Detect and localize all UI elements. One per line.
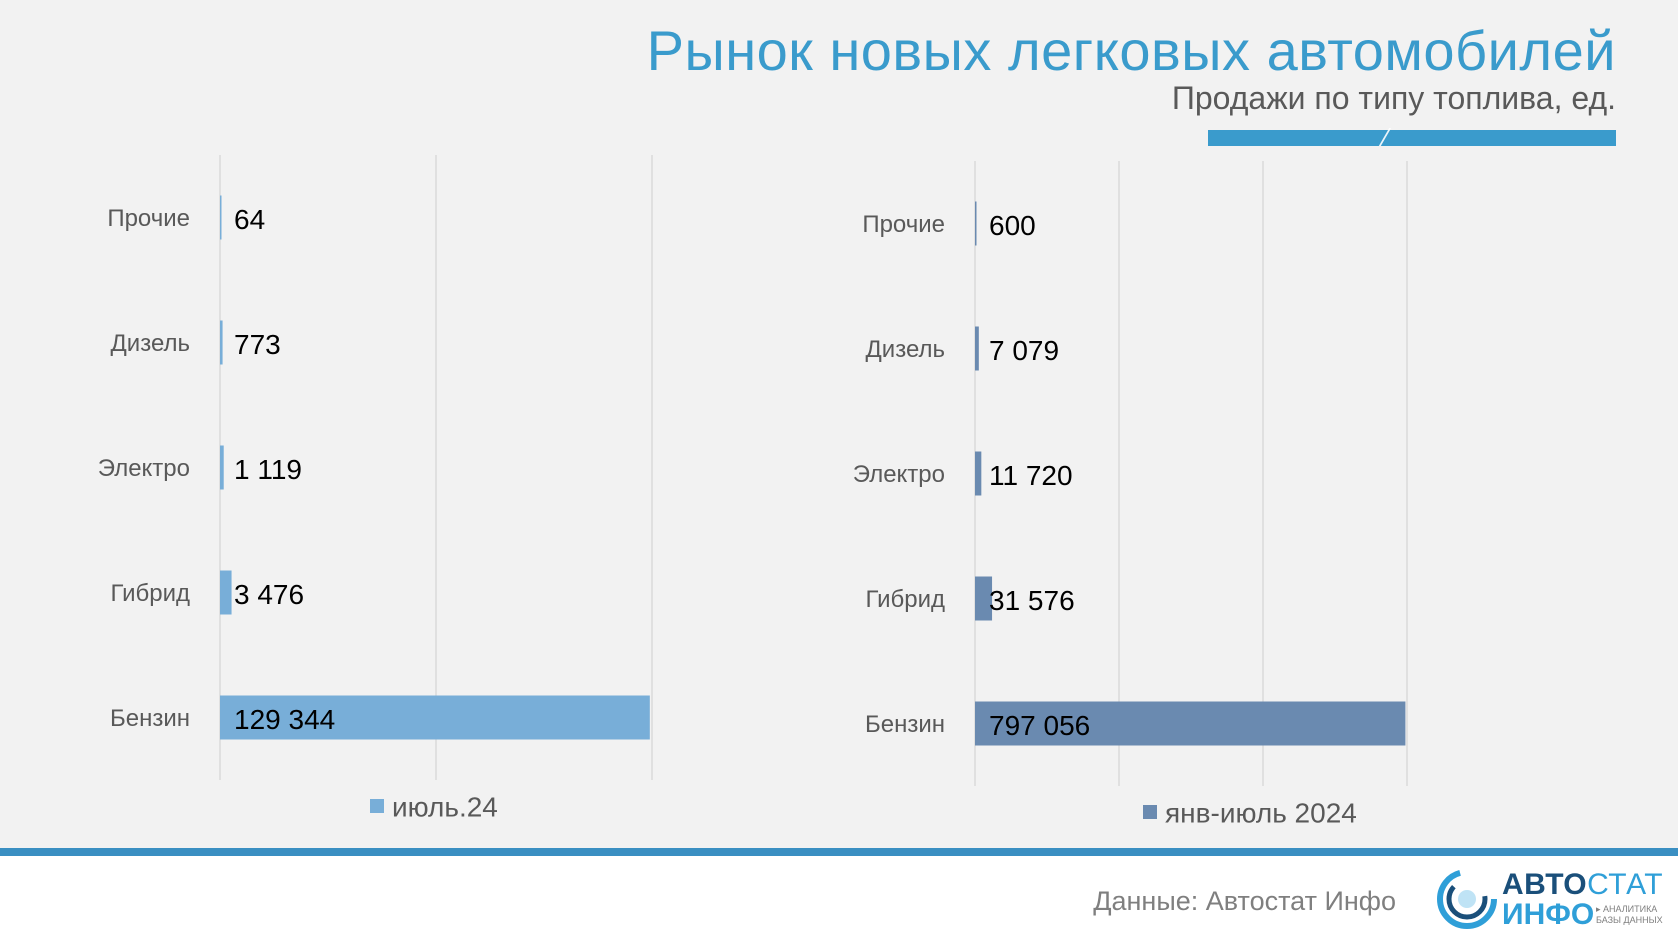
chart-ytd: Прочие 600 Дизель 7 079 Электро 11 720 Гибрид 3… — [853, 161, 1408, 828]
category-label: Электро — [98, 455, 190, 482]
data-label: 11 720 — [989, 460, 1073, 491]
autostat-logo-icon — [1437, 869, 1497, 929]
page-title: Рынок новых легковых автомобилей — [646, 19, 1616, 82]
title-accent-bar — [1208, 130, 1616, 146]
legend-swatch — [370, 799, 384, 813]
bar — [220, 695, 650, 740]
category-label: Бензин — [110, 705, 190, 732]
logo-tagline-line: ▸ АНАЛИТИКА — [1596, 904, 1658, 914]
category-label: Бензин — [865, 711, 945, 738]
bar — [220, 445, 224, 490]
data-label: 1 119 — [234, 454, 302, 485]
bar — [220, 320, 223, 365]
data-source: Данные: Автостат Инфо — [1093, 886, 1396, 916]
logo-tagline: ▸ АНАЛИТИКА БАЗЫ ДАННЫХ — [1596, 904, 1663, 926]
bar — [975, 701, 1406, 746]
category-label: Дизель — [866, 336, 945, 363]
logo-wordmark-light: СТАТ — [1587, 868, 1664, 901]
logo-wordmark-bold: АВТО — [1502, 868, 1588, 901]
legend-swatch — [1143, 805, 1157, 819]
bar — [975, 326, 979, 371]
data-label: 797 056 — [989, 710, 1090, 741]
legend-label: июль.24 — [392, 791, 498, 822]
logo-wordmark-bottom: ИНФО — [1502, 898, 1595, 931]
logo-tagline-line: БАЗЫ ДАННЫХ — [1596, 915, 1663, 925]
category-label: Дизель — [111, 330, 190, 357]
bar — [220, 195, 222, 240]
legend-label: янв-июль 2024 — [1165, 797, 1357, 828]
category-label: Электро — [853, 461, 945, 488]
bar — [220, 570, 232, 615]
page-subtitle: Продажи по типу топлива, ед. — [1171, 80, 1616, 116]
data-label: 31 576 — [989, 585, 1075, 616]
data-label: 3 476 — [234, 579, 304, 610]
chart-july: Прочие 64 Дизель 773 Электро 1 119 Гибрид 3 476… — [98, 155, 653, 822]
bar — [975, 201, 977, 246]
bar — [975, 451, 982, 496]
footer — [0, 856, 1678, 942]
footer-divider — [0, 848, 1678, 856]
data-label: 773 — [234, 329, 281, 360]
logo-wordmark-top: АВТОСТАТ — [1502, 868, 1663, 902]
category-label: Прочие — [862, 211, 945, 238]
bar — [975, 576, 993, 621]
category-label: Гибрид — [110, 580, 190, 607]
category-label: Гибрид — [865, 586, 945, 613]
data-label: 7 079 — [989, 335, 1059, 366]
data-label: 129 344 — [234, 704, 335, 735]
data-label: 600 — [989, 210, 1036, 241]
data-label: 64 — [234, 204, 265, 235]
category-label: Прочие — [107, 205, 190, 232]
